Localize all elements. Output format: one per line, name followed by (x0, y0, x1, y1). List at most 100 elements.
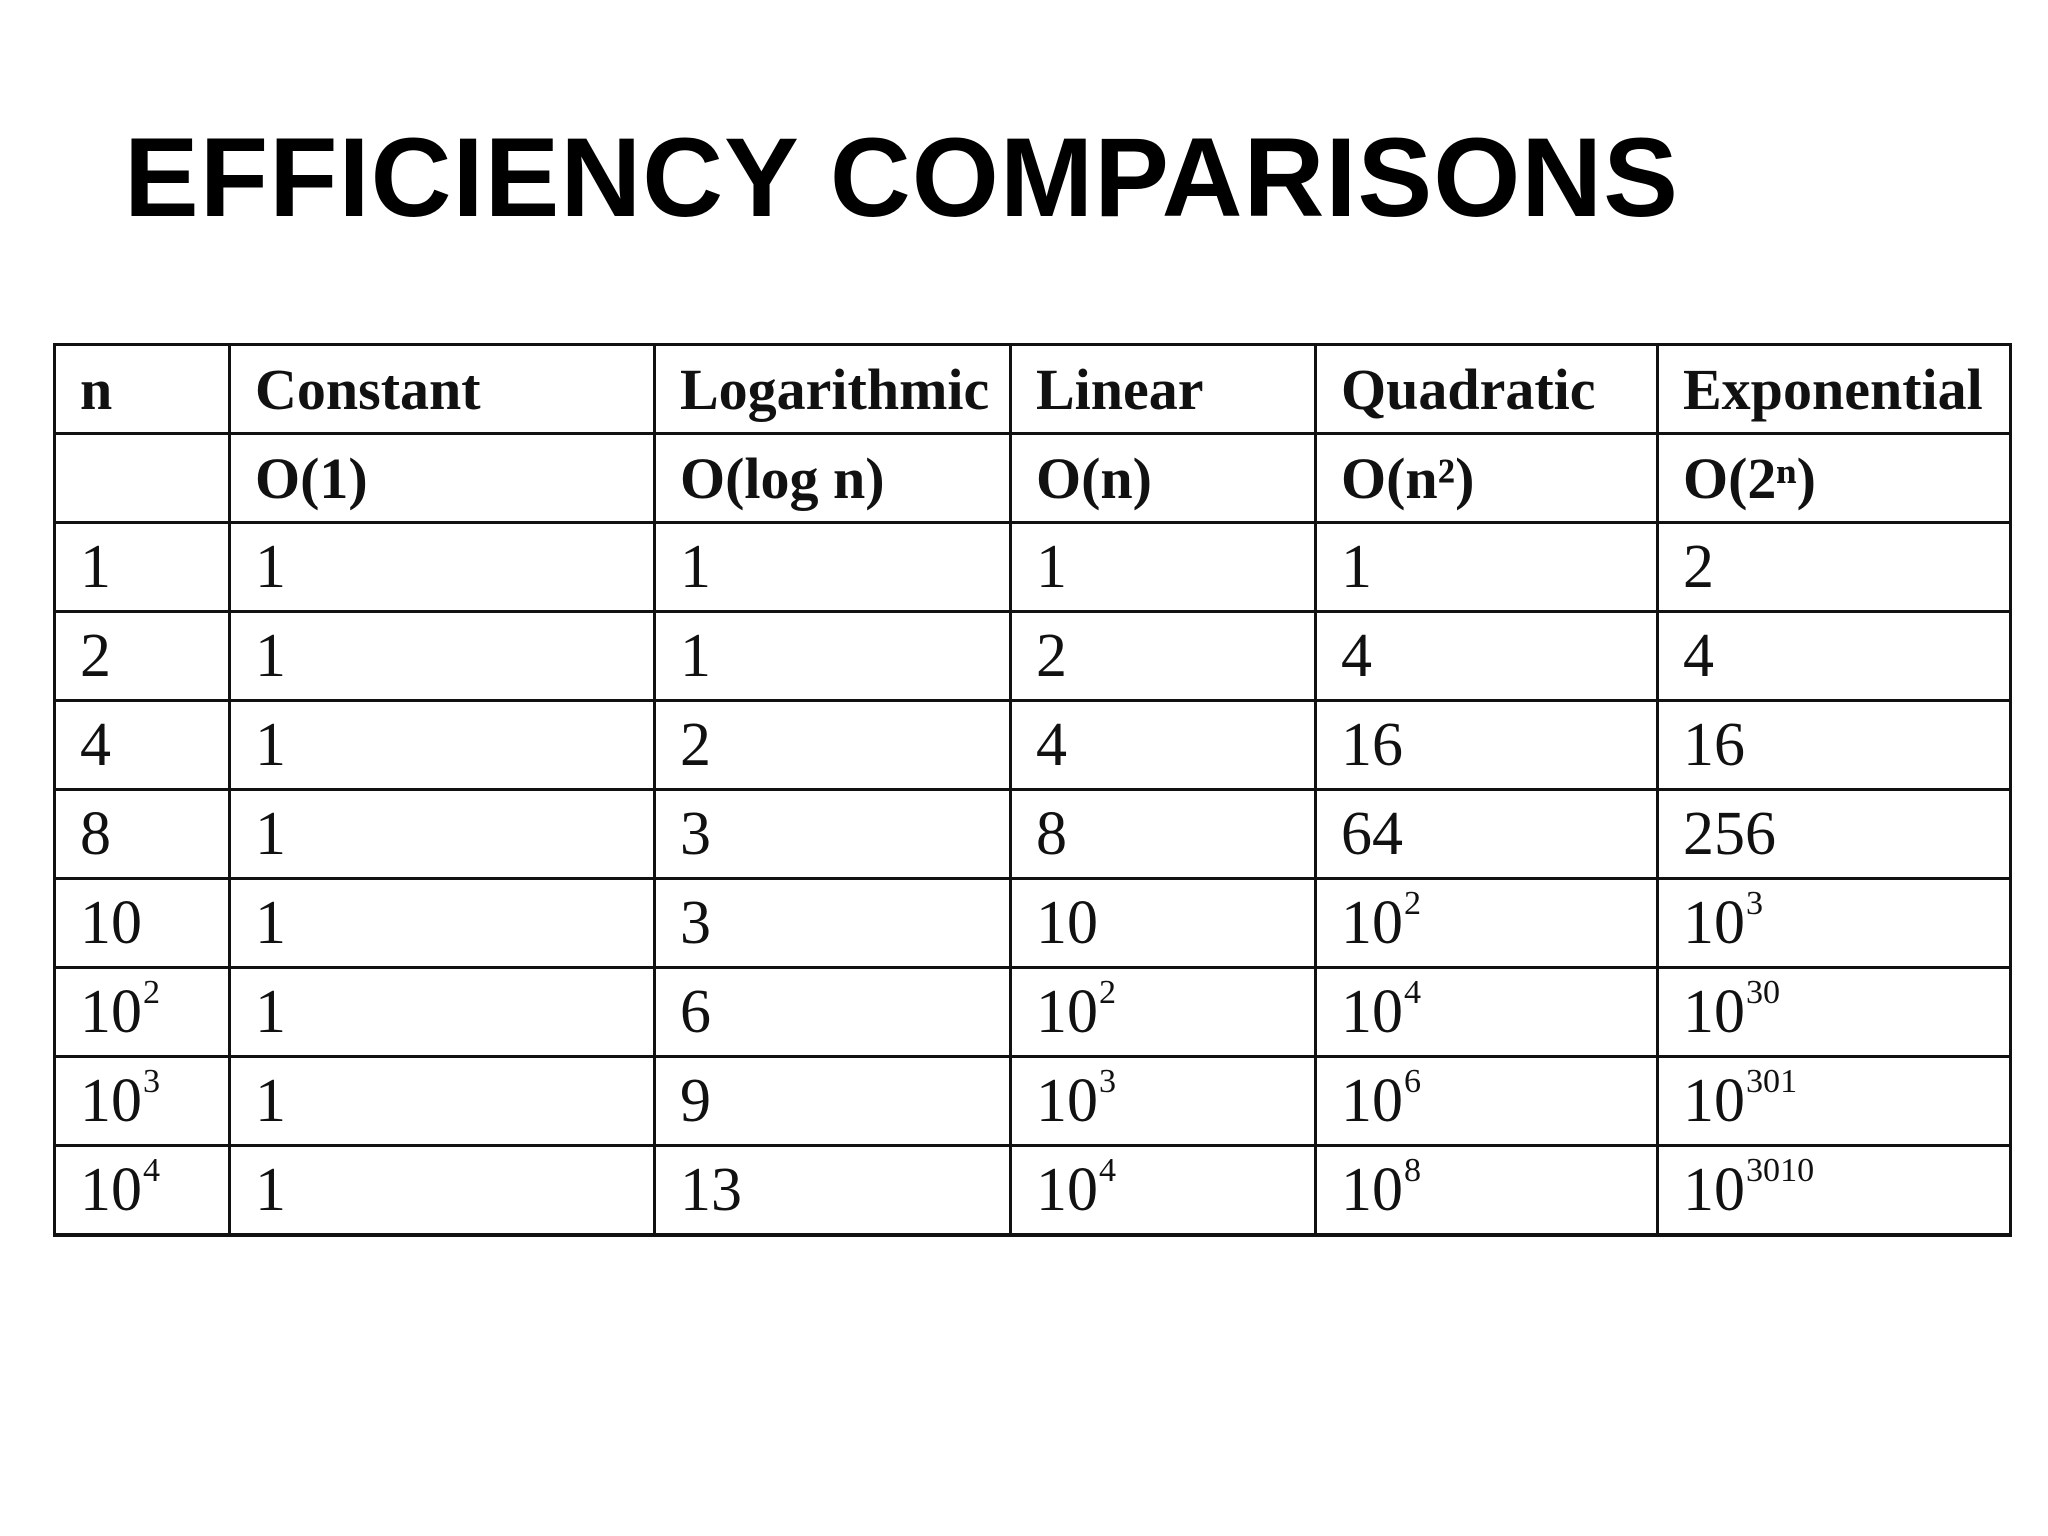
cell-logarithmic: 6 (653, 966, 1012, 1058)
notation-exponential: O(2ⁿ) (1656, 432, 2012, 524)
value-base: 10 (1341, 1155, 1403, 1224)
cell-constant: 1 (228, 788, 656, 880)
value-exponent: 6 (1404, 1062, 1422, 1100)
value-exponent: 3 (143, 1062, 161, 1100)
value-exponent: 301 (1746, 1062, 1798, 1100)
value-base: 10 (1341, 888, 1403, 957)
value-exponent: 2 (1404, 884, 1422, 922)
cell-exponential: 103010 (1656, 1144, 2012, 1237)
cell-n: 2 (53, 610, 231, 702)
cell-logarithmic: 1 (653, 610, 1012, 702)
cell-linear: 4 (1009, 699, 1317, 791)
cell-quadratic: 102 (1314, 877, 1659, 969)
cell-n: 4 (53, 699, 231, 791)
table-row: 8 1 3 8 64 256 (53, 788, 2012, 880)
notation-linear: O(n) (1009, 432, 1317, 524)
cell-exponential: 4 (1656, 610, 2012, 702)
cell-n: 104 (53, 1144, 231, 1237)
notation-n (53, 432, 231, 524)
cell-exponential: 103 (1656, 877, 2012, 969)
value-base: 10 (80, 1066, 142, 1135)
value-exponent: 2 (1099, 973, 1117, 1011)
notation-constant: O(1) (228, 432, 656, 524)
cell-exponential: 16 (1656, 699, 2012, 791)
value-base: 10 (1341, 1066, 1403, 1135)
cell-n: 8 (53, 788, 231, 880)
cell-quadratic: 104 (1314, 966, 1659, 1058)
header-notation-row: O(1) O(log n) O(n) O(n²) O(2ⁿ) (53, 432, 2012, 524)
value-exponent: 4 (1404, 973, 1422, 1011)
cell-linear: 10 (1009, 877, 1317, 969)
header-exponential: Exponential (1656, 343, 2012, 435)
value-exponent: 8 (1404, 1151, 1422, 1189)
header-name-row: n Constant Logarithmic Linear Quadratic … (53, 343, 2012, 435)
notation-quadratic: O(n²) (1314, 432, 1659, 524)
value-exponent: 2 (143, 973, 161, 1011)
value-base: 10 (1036, 1155, 1098, 1224)
header-linear: Linear (1009, 343, 1317, 435)
value-base: 10 (1341, 977, 1403, 1046)
table-row: 103 1 9 103 106 10301 (53, 1055, 2012, 1147)
cell-logarithmic: 2 (653, 699, 1012, 791)
value-exponent: 4 (143, 1151, 161, 1189)
cell-n: 1 (53, 521, 231, 613)
table-row: 102 1 6 102 104 1030 (53, 966, 2012, 1058)
cell-quadratic: 108 (1314, 1144, 1659, 1237)
cell-quadratic: 106 (1314, 1055, 1659, 1147)
cell-linear: 2 (1009, 610, 1317, 702)
notation-logarithmic: O(log n) (653, 432, 1012, 524)
table-row: 104 1 13 104 108 103010 (53, 1144, 2012, 1237)
cell-n: 103 (53, 1055, 231, 1147)
value-exponent: 3 (1099, 1062, 1117, 1100)
value-exponent: 3 (1746, 884, 1764, 922)
value-base: 10 (1683, 1155, 1745, 1224)
cell-logarithmic: 13 (653, 1144, 1012, 1237)
cell-linear: 1 (1009, 521, 1317, 613)
cell-logarithmic: 3 (653, 788, 1012, 880)
cell-constant: 1 (228, 610, 656, 702)
cell-constant: 1 (228, 521, 656, 613)
cell-quadratic: 4 (1314, 610, 1659, 702)
value-base: 10 (1036, 1066, 1098, 1135)
cell-constant: 1 (228, 1144, 656, 1237)
cell-constant: 1 (228, 877, 656, 969)
cell-quadratic: 64 (1314, 788, 1659, 880)
slide-title: EFFICIENCY COMPARISONS (124, 115, 1679, 240)
cell-n: 102 (53, 966, 231, 1058)
cell-logarithmic: 3 (653, 877, 1012, 969)
header-n: n (53, 343, 231, 435)
value-base: 10 (1683, 888, 1745, 957)
value-base: 10 (80, 1155, 142, 1224)
cell-exponential: 256 (1656, 788, 2012, 880)
value-base: 10 (80, 977, 142, 1046)
header-logarithmic: Logarithmic (653, 343, 1012, 435)
complexity-table: n Constant Logarithmic Linear Quadratic … (53, 343, 2012, 1237)
cell-linear: 8 (1009, 788, 1317, 880)
table-row: 4 1 2 4 16 16 (53, 699, 2012, 791)
cell-exponential: 10301 (1656, 1055, 2012, 1147)
cell-exponential: 1030 (1656, 966, 2012, 1058)
cell-linear: 102 (1009, 966, 1317, 1058)
table-header: n Constant Logarithmic Linear Quadratic … (53, 343, 2012, 524)
cell-quadratic: 16 (1314, 699, 1659, 791)
value-exponent: 3010 (1746, 1151, 1815, 1189)
cell-constant: 1 (228, 699, 656, 791)
value-exponent: 30 (1746, 973, 1781, 1011)
cell-logarithmic: 1 (653, 521, 1012, 613)
cell-n: 10 (53, 877, 231, 969)
header-quadratic: Quadratic (1314, 343, 1659, 435)
value-exponent: 4 (1099, 1151, 1117, 1189)
value-base: 10 (1683, 977, 1745, 1046)
header-constant: Constant (228, 343, 656, 435)
complexity-table-container: n Constant Logarithmic Linear Quadratic … (53, 343, 2012, 1237)
cell-linear: 103 (1009, 1055, 1317, 1147)
cell-linear: 104 (1009, 1144, 1317, 1237)
value-base: 10 (1683, 1066, 1745, 1135)
cell-constant: 1 (228, 1055, 656, 1147)
cell-exponential: 2 (1656, 521, 2012, 613)
cell-constant: 1 (228, 966, 656, 1058)
cell-logarithmic: 9 (653, 1055, 1012, 1147)
table-row: 10 1 3 10 102 103 (53, 877, 2012, 969)
